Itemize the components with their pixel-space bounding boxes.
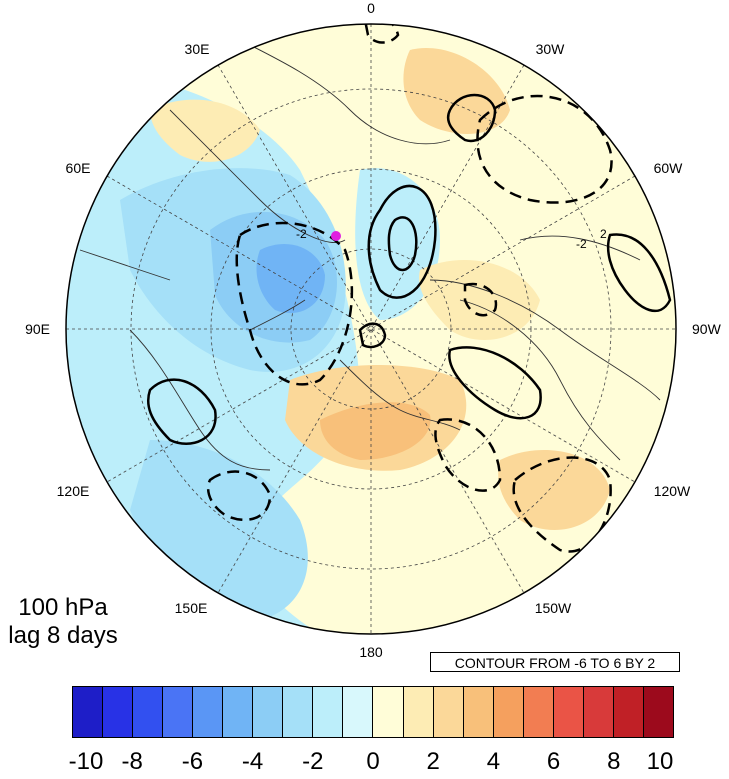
colorbar-swatch: [103, 687, 134, 737]
longitude-label-90w: 90W: [692, 321, 722, 337]
colorbar-tick-label: -2: [302, 748, 324, 775]
colorbar-tick-label: 4: [486, 748, 501, 775]
coastlines: [79, 39, 661, 471]
colorbar-tick-label: 6: [546, 748, 561, 775]
colorbar-tick-label: 8: [607, 748, 621, 775]
colorbar: [72, 686, 674, 738]
colorbar-tick-label: -10: [68, 748, 104, 775]
positive-anomaly-region: [498, 450, 610, 530]
longitude-label-60e: 60E: [66, 160, 91, 176]
colorbar-tick-label: 0: [366, 748, 380, 775]
positive-contours: [146, 93, 672, 445]
contour-label: -2: [296, 227, 307, 241]
colorbar-swatch: [163, 687, 194, 737]
contour-info-box: CONTOUR FROM -6 TO 6 BY 2: [430, 652, 680, 672]
colorbar-tick-label: -8: [121, 748, 143, 775]
longitude-label-30e: 30E: [185, 41, 210, 57]
map-border: [65, 23, 677, 635]
positive-anomaly-region: [419, 260, 540, 340]
colorbar-swatch: [463, 687, 494, 737]
colorbar-tick-label: -6: [181, 748, 204, 775]
longitude-label-150e: 150E: [175, 600, 208, 616]
contour-label: 2: [600, 227, 607, 241]
colorbar-swatch: [403, 687, 434, 737]
reference-point-marker: [331, 231, 341, 241]
longitude-label-90e: 90E: [25, 321, 50, 337]
positive-anomaly-region: [150, 99, 260, 162]
longitude-label-180: 180: [359, 644, 383, 660]
colorbar-tick-labels: -10 -8 -6 -4 -2 0 2 4 6 8 10: [68, 748, 674, 778]
colorbar-swatch: [133, 687, 164, 737]
colorbar-swatch: [583, 687, 614, 737]
contour-label: -2: [576, 237, 587, 251]
colorbar-swatch: [313, 687, 344, 737]
colorbar-swatch: [73, 687, 104, 737]
longitude-label-30w: 30W: [536, 41, 566, 57]
colorbar-swatch: [433, 687, 464, 737]
positive-anomaly-region: [403, 48, 510, 134]
colorbar-swatch: [223, 687, 254, 737]
colorbar-swatch: [373, 687, 404, 737]
colorbar-swatch: [643, 687, 673, 737]
lag-label: lag 8 days: [8, 622, 118, 649]
colorbar-tick-label: 10: [646, 748, 674, 775]
colorbar-tick-label: -4: [241, 748, 264, 775]
colorbar-swatch: [613, 687, 644, 737]
colorbar-swatch: [193, 687, 224, 737]
longitude-label-120w: 120W: [654, 483, 691, 499]
colorbar-swatch: [553, 687, 584, 737]
colorbar-swatch: [493, 687, 524, 737]
colorbar-swatch: [523, 687, 554, 737]
negative-anomaly-region: [256, 244, 325, 314]
longitude-label-120e: 120E: [57, 483, 90, 499]
pressure-level-label: 100 hPa: [18, 594, 108, 621]
colorbar-swatch: [343, 687, 374, 737]
longitude-label-60w: 60W: [654, 160, 684, 176]
colorbar-tick-label: 2: [426, 748, 440, 775]
colorbar-swatch: [253, 687, 284, 737]
longitude-label-150w: 150W: [535, 600, 572, 616]
longitude-label-0: 0: [367, 0, 375, 16]
positive-anomaly-region: [320, 402, 431, 460]
colorbar-swatch: [283, 687, 314, 737]
negative-contours: [206, 24, 613, 553]
graticule: [66, 24, 676, 634]
